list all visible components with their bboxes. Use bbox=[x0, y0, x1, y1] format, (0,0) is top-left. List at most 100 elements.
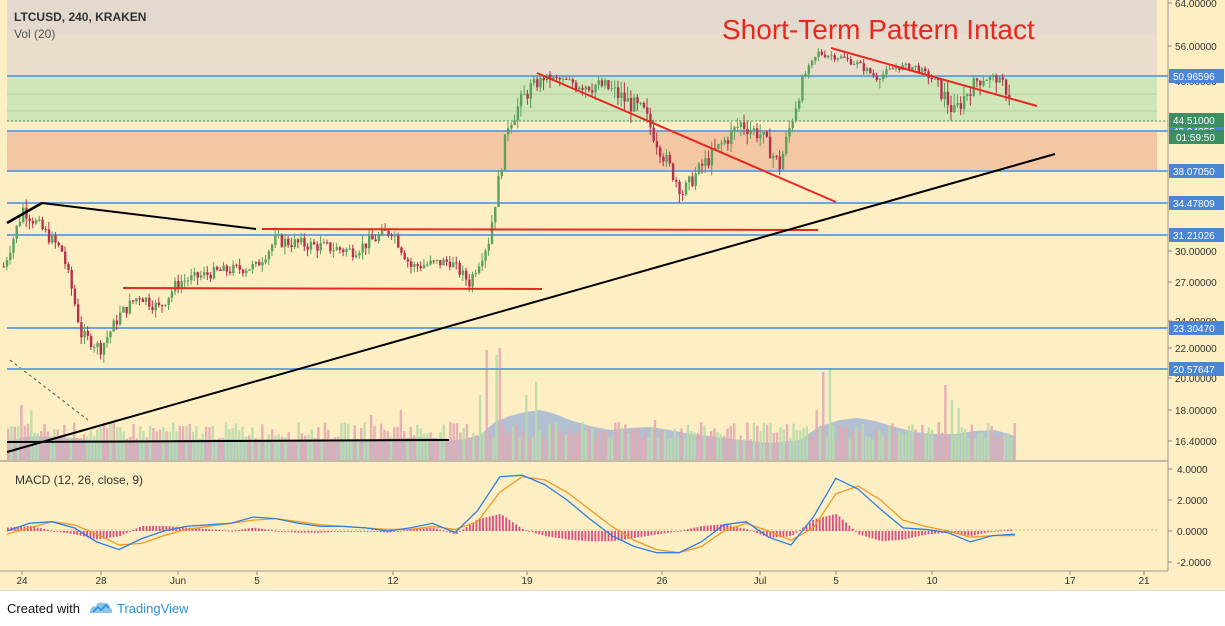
macd-hist-bar bbox=[904, 531, 907, 540]
volume-bar bbox=[254, 438, 257, 460]
volume-bar bbox=[92, 436, 96, 460]
macd-hist-bar bbox=[92, 531, 95, 539]
candle-body bbox=[335, 247, 339, 251]
volume-bar bbox=[257, 438, 261, 460]
candle-body bbox=[426, 264, 429, 266]
volume-bar bbox=[261, 424, 264, 460]
candle-body bbox=[361, 243, 364, 253]
volume-bar bbox=[673, 429, 676, 460]
candle-body bbox=[34, 220, 38, 224]
candle-body bbox=[904, 63, 908, 66]
red-horizontal-resistance-line[interactable] bbox=[261, 228, 819, 231]
volume-bar bbox=[535, 382, 538, 460]
volume-bar bbox=[749, 439, 752, 460]
candle-body bbox=[565, 78, 568, 80]
volume-bar bbox=[346, 423, 350, 460]
candle-body bbox=[477, 266, 481, 274]
tradingview-brand-link[interactable]: TradingView bbox=[117, 601, 189, 616]
candle-body bbox=[691, 176, 694, 187]
candle-body bbox=[668, 155, 672, 164]
volume-bar bbox=[49, 436, 53, 460]
macd-hist-bar bbox=[69, 531, 72, 534]
tradingview-logo-icon[interactable] bbox=[88, 600, 114, 616]
red-horizontal-support-line[interactable] bbox=[122, 287, 543, 290]
chart-canvas[interactable]: 64.0000056.0000046.0000030.0000027.00000… bbox=[0, 0, 1225, 590]
macd-hist-bar bbox=[313, 531, 316, 533]
volume-bar bbox=[122, 431, 125, 460]
candle-body bbox=[38, 219, 41, 221]
macd-hist-bar bbox=[601, 531, 603, 542]
candle-body bbox=[723, 140, 727, 144]
volume-bar bbox=[643, 434, 647, 460]
candle-body bbox=[258, 261, 261, 266]
candle-body bbox=[710, 148, 714, 166]
volume-bar bbox=[983, 437, 987, 460]
candle-body bbox=[203, 272, 206, 276]
macd-hist-bar bbox=[412, 529, 415, 531]
volume-bar bbox=[393, 427, 396, 460]
candle-body bbox=[432, 260, 436, 262]
black-rising-support-line[interactable] bbox=[6, 153, 1056, 453]
candle-body bbox=[752, 128, 756, 131]
candle-body bbox=[992, 75, 995, 77]
price-tick-label: 16.40000 bbox=[1175, 437, 1217, 448]
volume-bar bbox=[874, 428, 878, 460]
red-channel-top-line[interactable] bbox=[536, 72, 837, 203]
volume-bar bbox=[822, 372, 825, 460]
volume-bar bbox=[690, 431, 693, 460]
volume-bar bbox=[79, 437, 82, 460]
candle-body bbox=[374, 239, 377, 242]
price-scale-background bbox=[1168, 0, 1225, 590]
candle-body bbox=[933, 78, 937, 80]
macd-hist-bar bbox=[977, 531, 979, 535]
candle-body bbox=[293, 239, 296, 248]
candle-body bbox=[280, 234, 284, 247]
red-descending-resistance-line[interactable] bbox=[830, 47, 1038, 107]
macd-hist-bar bbox=[426, 528, 428, 531]
black-descending-line[interactable] bbox=[6, 201, 43, 225]
candle-body bbox=[390, 234, 393, 236]
symbol-line: LTCUSD, 240, KRAKEN bbox=[14, 10, 146, 24]
volume-bar bbox=[155, 431, 158, 460]
macd-hist-bar bbox=[785, 531, 788, 537]
candle-body bbox=[93, 346, 96, 348]
candle-body bbox=[558, 77, 562, 80]
macd-hist-bar bbox=[416, 528, 418, 531]
candle-body bbox=[403, 252, 406, 260]
level-tag-label: 50.96596 bbox=[1173, 72, 1215, 83]
volume-bar bbox=[231, 428, 234, 460]
macd-hist-bar bbox=[726, 524, 729, 531]
candle-body bbox=[151, 306, 154, 311]
black-upper-descending-line[interactable] bbox=[41, 202, 257, 230]
macd-hist-bar bbox=[346, 531, 349, 532]
macd-hist-bar bbox=[878, 531, 880, 541]
candle-body bbox=[348, 248, 351, 250]
candle-body bbox=[662, 156, 665, 162]
volume-bar bbox=[495, 355, 498, 460]
candle-body bbox=[28, 218, 31, 221]
volume-bar bbox=[508, 431, 511, 460]
macd-hist-bar bbox=[544, 531, 547, 537]
black-volume-line[interactable] bbox=[6, 439, 450, 443]
price-tick-label: 18.00000 bbox=[1175, 406, 1217, 417]
macd-hist-bar bbox=[508, 519, 511, 531]
volume-bar bbox=[185, 425, 188, 460]
volume-bar bbox=[135, 438, 139, 460]
macd-hist-bar bbox=[700, 526, 702, 531]
volume-bar bbox=[221, 437, 224, 460]
volume-bar bbox=[16, 426, 20, 460]
macd-hist-bar bbox=[320, 531, 323, 533]
volume-bar bbox=[577, 429, 581, 460]
candle-body bbox=[445, 259, 448, 262]
candle-body bbox=[759, 134, 762, 139]
candle-body bbox=[772, 155, 775, 159]
macd-hist-bar bbox=[647, 531, 649, 536]
volume-bar bbox=[551, 425, 554, 460]
candle-body bbox=[613, 87, 617, 89]
candle-body bbox=[119, 312, 122, 325]
volume-bar bbox=[739, 435, 742, 460]
macd-hist-bar bbox=[535, 531, 537, 534]
candle-body bbox=[539, 77, 542, 88]
pattern-annotation[interactable]: Short-Term Pattern Intact bbox=[722, 14, 1035, 45]
